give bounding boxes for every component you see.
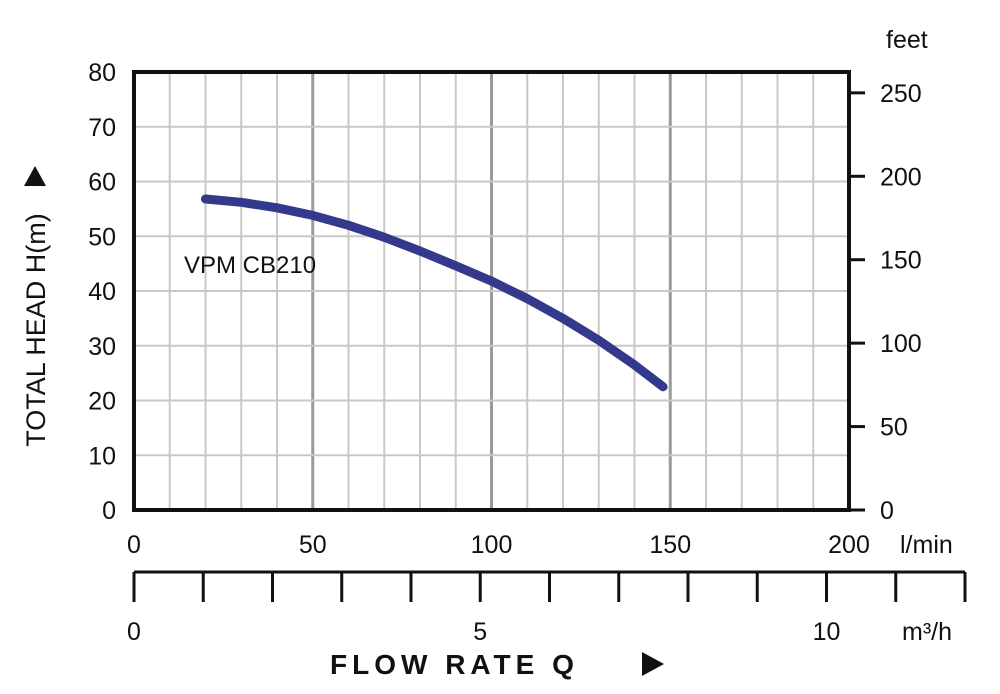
x-tick-label: 100 [471,531,513,559]
x2-tick-label: 0 [127,618,141,646]
y2-tick-label: 250 [880,80,922,108]
y-axis-title: TOTAL HEAD H(m) [21,213,51,447]
y2-tick-label: 150 [880,247,922,275]
y-tick-label: 50 [88,223,116,251]
y-tick-label: 40 [88,278,116,306]
curve-layer [201,194,668,392]
y-tick-label: 10 [88,442,116,470]
y2-tick-label: 50 [880,414,908,442]
series-curve [201,194,668,392]
x-tick-label: 150 [649,531,691,559]
y-tick-label: 70 [88,114,116,142]
x2-tick-label: 10 [813,618,841,646]
x-unit-label: l/min [900,531,953,559]
grid-layer [134,72,849,510]
y-tick-label: 60 [88,169,116,197]
x-tick-label: 50 [299,531,327,559]
label-layer: 0 10 20 30 40 50 60 70 80 0 50 100 150 200 VPM CB210 [88,59,870,559]
right-axis: 0 50 100 150 200 250 [847,72,922,525]
y-tick-label: 80 [88,59,116,87]
y-axis-arrow-icon [24,166,46,186]
y-tick-label: 30 [88,333,116,361]
x-tick-label: 0 [127,531,141,559]
bottom-secondary-axis: 0 5 10 [127,570,967,646]
y2-tick-label: 200 [880,163,922,191]
y2-tick-label: 0 [880,497,894,525]
x-axis-title: FLOW RATE Q [330,649,579,680]
x2-tick-label: 5 [473,618,487,646]
x-tick-label: 200 [828,531,870,559]
y-tick-label: 0 [102,497,116,525]
x2-unit-label: m³/h [902,618,952,646]
y2-tick-label: 100 [880,330,922,358]
y2-unit-label: feet [886,26,928,54]
series-label: VPM CB210 [184,252,316,279]
y-tick-label: 20 [88,388,116,416]
x-axis-arrow-icon [642,652,664,676]
